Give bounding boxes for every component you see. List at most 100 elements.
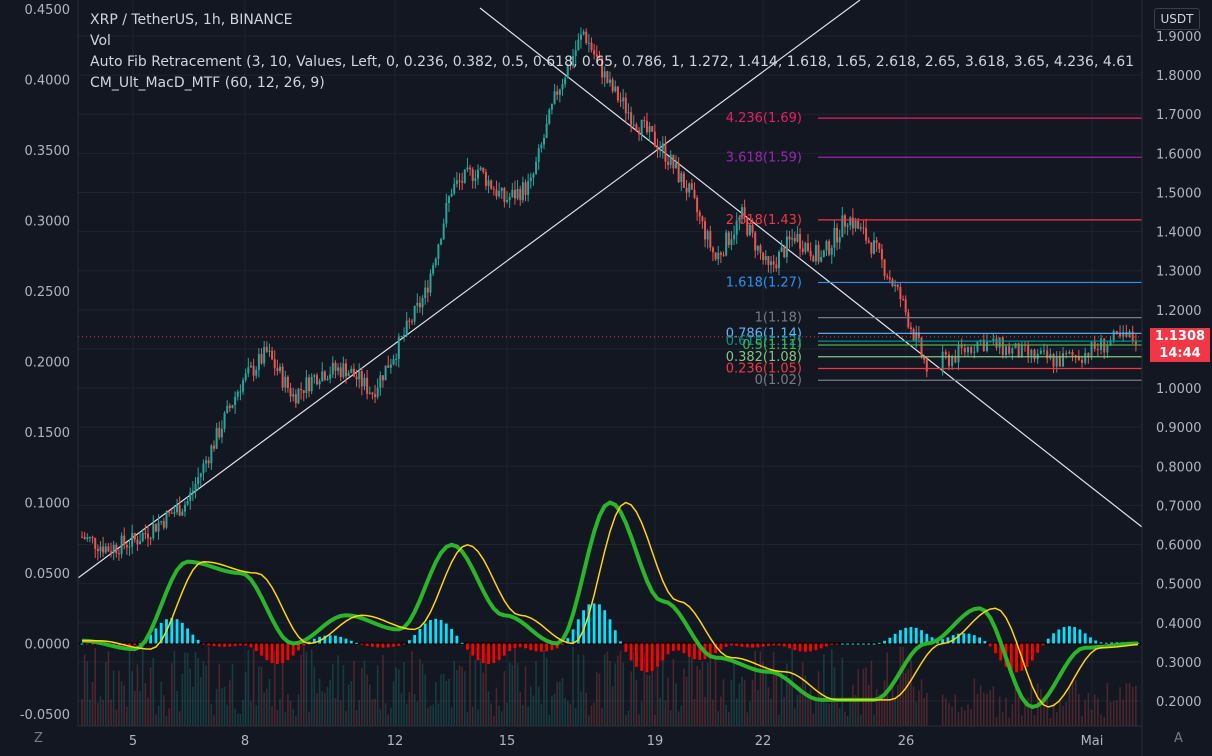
macd-histogram-bar	[307, 641, 311, 644]
candle-body	[780, 247, 783, 252]
volume-bar	[896, 685, 899, 726]
volume-bar	[1100, 714, 1102, 726]
candle-body	[807, 243, 809, 251]
volume-bar	[706, 662, 709, 726]
candle-body	[572, 56, 575, 66]
candle-body	[880, 248, 883, 260]
macd-histogram-bar	[756, 643, 760, 648]
volume-bar	[471, 706, 474, 726]
macd-histogram-bar	[1083, 633, 1087, 644]
volume-bar	[688, 653, 690, 726]
volume-bar	[421, 663, 424, 726]
volume-bar	[519, 692, 522, 726]
candle-body	[186, 500, 189, 505]
candle-body	[503, 187, 506, 202]
candle-body	[614, 86, 617, 92]
volume-bar	[244, 672, 247, 726]
candle-body	[556, 91, 559, 95]
candle-body	[279, 366, 281, 372]
volume-bar	[252, 648, 255, 726]
candle-body	[682, 173, 685, 188]
volume-bar	[131, 671, 133, 726]
volume-bar	[91, 681, 94, 726]
volume-bar	[675, 683, 677, 726]
volume-bar	[141, 646, 144, 726]
macd-histogram-bar	[867, 643, 871, 645]
candle-body	[1058, 357, 1061, 367]
candle-body	[764, 256, 767, 261]
candle-body	[672, 154, 675, 169]
volume-bar	[300, 654, 302, 726]
volume-bar	[89, 699, 91, 726]
volume-bar	[923, 698, 925, 726]
candle-body	[294, 394, 297, 404]
volume-bar	[712, 699, 714, 726]
volume-bar	[223, 686, 226, 726]
candle-body	[281, 366, 284, 388]
compare-tick-label: 0.2500	[25, 285, 71, 300]
volume-bar	[556, 681, 558, 726]
trendlines	[77, 0, 1143, 579]
volume-bar	[767, 687, 770, 726]
candle-body	[619, 100, 622, 102]
volume-bar	[242, 699, 244, 726]
candle-body	[223, 412, 226, 430]
candle-body	[1122, 332, 1125, 337]
volume-bar	[1002, 712, 1004, 726]
macd-histogram-bar	[946, 637, 950, 644]
volume-bar	[926, 692, 928, 726]
volume-bar	[202, 661, 205, 726]
volume-bar	[1084, 699, 1086, 726]
volume-bar	[263, 692, 265, 726]
fib-level-label: 3.618(1.59)	[726, 150, 802, 165]
candle-body	[1052, 354, 1055, 367]
macd-histogram-bar	[302, 643, 306, 646]
candle-body	[220, 429, 223, 438]
candle-body	[162, 521, 165, 528]
macd-histogram-bar	[587, 604, 591, 644]
candle-body	[358, 371, 361, 380]
time-tick-label: 15	[499, 734, 516, 749]
candle-body	[651, 126, 654, 132]
volume-bar	[995, 717, 998, 726]
macd-histogram-bar	[128, 643, 131, 646]
candle-body	[985, 341, 988, 352]
candle-body	[260, 354, 263, 364]
candle-body	[1071, 352, 1074, 356]
volume-bar	[136, 664, 139, 726]
candle-body	[389, 364, 392, 368]
volume-bar	[873, 714, 875, 726]
candle-body	[680, 173, 683, 182]
volume-bar	[992, 686, 995, 726]
volume-bar	[764, 665, 767, 726]
candle-body	[334, 362, 337, 371]
macd-histogram-bar	[1089, 637, 1092, 644]
support-trendline	[77, 0, 861, 579]
candle-body	[1134, 340, 1137, 345]
macd-histogram-bar	[751, 643, 754, 648]
macd-histogram-bar	[777, 643, 781, 646]
legend-volume[interactable]: Vol	[90, 33, 111, 49]
volume-bar	[532, 695, 535, 726]
zoom-toggle-button[interactable]: Z	[34, 731, 43, 746]
volume-bar	[1024, 703, 1026, 726]
macd-histogram-bar	[941, 639, 945, 644]
legend-macd[interactable]: CM_Ult_MacD_MTF (60, 12, 26, 9)	[90, 75, 325, 91]
macd-histogram-bar	[735, 643, 739, 646]
candle-body	[286, 376, 289, 389]
candle-body	[915, 332, 918, 341]
macd-histogram-bar	[899, 630, 902, 644]
candle-body	[529, 177, 532, 181]
candle-body	[218, 427, 221, 438]
volume-bar	[207, 646, 210, 726]
candle-body	[133, 533, 136, 540]
candle-body	[696, 197, 699, 213]
legend-symbol[interactable]: XRP / TetherUS, 1h, BINANCE	[90, 12, 293, 28]
auto-scale-button[interactable]: A	[1174, 731, 1183, 746]
volume-bar	[210, 704, 213, 726]
candle-body	[125, 544, 128, 548]
currency-unit-button[interactable]: USDT	[1154, 8, 1200, 30]
volume-bar	[302, 646, 305, 726]
legend-fib[interactable]: Auto Fib Retracement (3, 10, Values, Lef…	[90, 54, 1135, 70]
